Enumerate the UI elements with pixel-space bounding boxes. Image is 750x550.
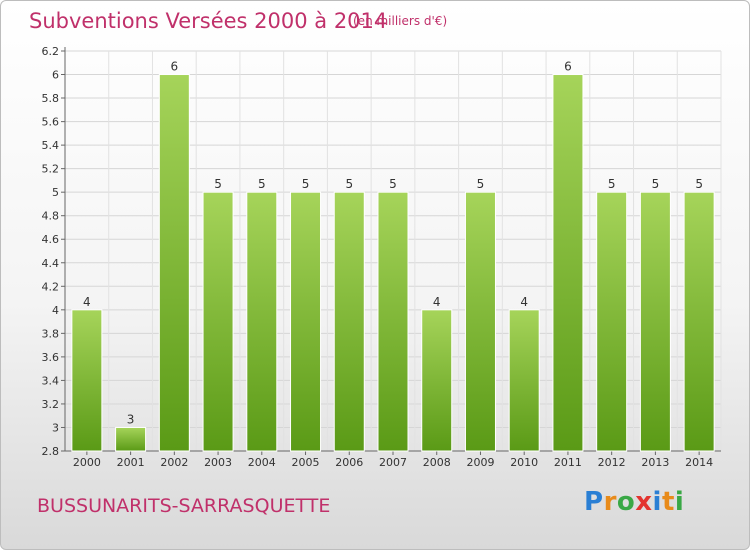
logo-letter: t [661, 487, 675, 517]
data-label: 5 [258, 177, 266, 191]
y-tick-label: 3.2 [42, 398, 60, 411]
logo-letter: r [603, 487, 617, 517]
x-tick-label: 2013 [641, 456, 669, 469]
logo-letter: o [616, 487, 636, 517]
proxiti-logo: Proxiti [584, 487, 684, 517]
data-label: 5 [389, 177, 397, 191]
y-tick-label: 5.2 [42, 163, 60, 176]
bar [464, 191, 496, 452]
bar [377, 191, 409, 452]
y-tick-label: 6.2 [42, 45, 60, 58]
y-tick-label: 4.8 [42, 210, 60, 223]
x-tick-label: 2003 [204, 456, 232, 469]
data-label: 5 [695, 177, 703, 191]
x-tick-label: 2000 [73, 456, 101, 469]
y-tick-label: 3.4 [42, 374, 60, 387]
bar [596, 191, 628, 452]
bar [421, 309, 453, 452]
x-tick-label: 2012 [598, 456, 626, 469]
data-label: 4 [433, 295, 441, 309]
bar [552, 74, 584, 452]
chart-subtitle: (en milliers d'€) [353, 14, 448, 28]
logo-letter: P [584, 487, 604, 517]
y-tick-label: 3 [52, 421, 59, 434]
x-tick-label: 2008 [423, 456, 451, 469]
chart-title: Subventions Versées 2000 à 2014 [29, 9, 388, 33]
logo-letter: i [674, 487, 685, 517]
data-label: 6 [564, 60, 572, 74]
data-label: 5 [214, 177, 222, 191]
data-label: 4 [83, 295, 91, 309]
bar [290, 191, 322, 452]
bar [115, 426, 147, 452]
x-tick-label: 2001 [117, 456, 145, 469]
labels: 2.8 3 3.2 3.4 3.6 3.8 4 4.2 4.4 4.6 4.8 5 5.2 5.4 5.6 5… [42, 45, 714, 469]
x-tick-label: 2014 [685, 456, 713, 469]
data-label: 4 [520, 295, 528, 309]
y-tick-label: 3.6 [42, 351, 60, 364]
bars [71, 74, 715, 452]
bar [71, 309, 103, 452]
y-tick-label: 5.6 [42, 116, 60, 129]
bar [639, 191, 671, 452]
data-label: 3 [127, 412, 135, 426]
x-tick-label: 2002 [160, 456, 188, 469]
y-tick-label: 2.8 [42, 445, 60, 458]
bar [158, 74, 190, 452]
x-tick-label: 2005 [292, 456, 320, 469]
bar [683, 191, 715, 452]
bar [246, 191, 278, 452]
x-tick-label: 2007 [379, 456, 407, 469]
y-tick-label: 4 [52, 304, 59, 317]
bar [508, 309, 540, 452]
x-tick-label: 2010 [510, 456, 538, 469]
data-label: 6 [171, 60, 179, 74]
bar [333, 191, 365, 452]
x-tick-label: 2011 [554, 456, 582, 469]
y-tick-label: 4.4 [42, 257, 60, 270]
y-tick-label: 4.6 [42, 233, 60, 246]
logo-letter: i [652, 487, 662, 517]
data-label: 5 [302, 177, 310, 191]
y-tick-label: 5.4 [42, 139, 60, 152]
data-label: 5 [608, 177, 616, 191]
y-tick-label: 5 [52, 186, 59, 199]
bar [202, 191, 234, 452]
y-tick-label: 3.8 [42, 327, 60, 340]
y-tick-label: 5.8 [42, 92, 60, 105]
town-name: BUSSUNARITS-SARRASQUETTE [37, 495, 331, 517]
data-label: 5 [652, 177, 660, 191]
y-tick-label: 6 [52, 69, 59, 82]
data-label: 5 [345, 177, 353, 191]
x-tick-label: 2004 [248, 456, 276, 469]
x-tick-label: 2009 [466, 456, 494, 469]
logo-letter: x [635, 487, 653, 517]
data-label: 5 [477, 177, 485, 191]
y-tick-label: 4.2 [42, 280, 60, 293]
x-tick-label: 2006 [335, 456, 363, 469]
